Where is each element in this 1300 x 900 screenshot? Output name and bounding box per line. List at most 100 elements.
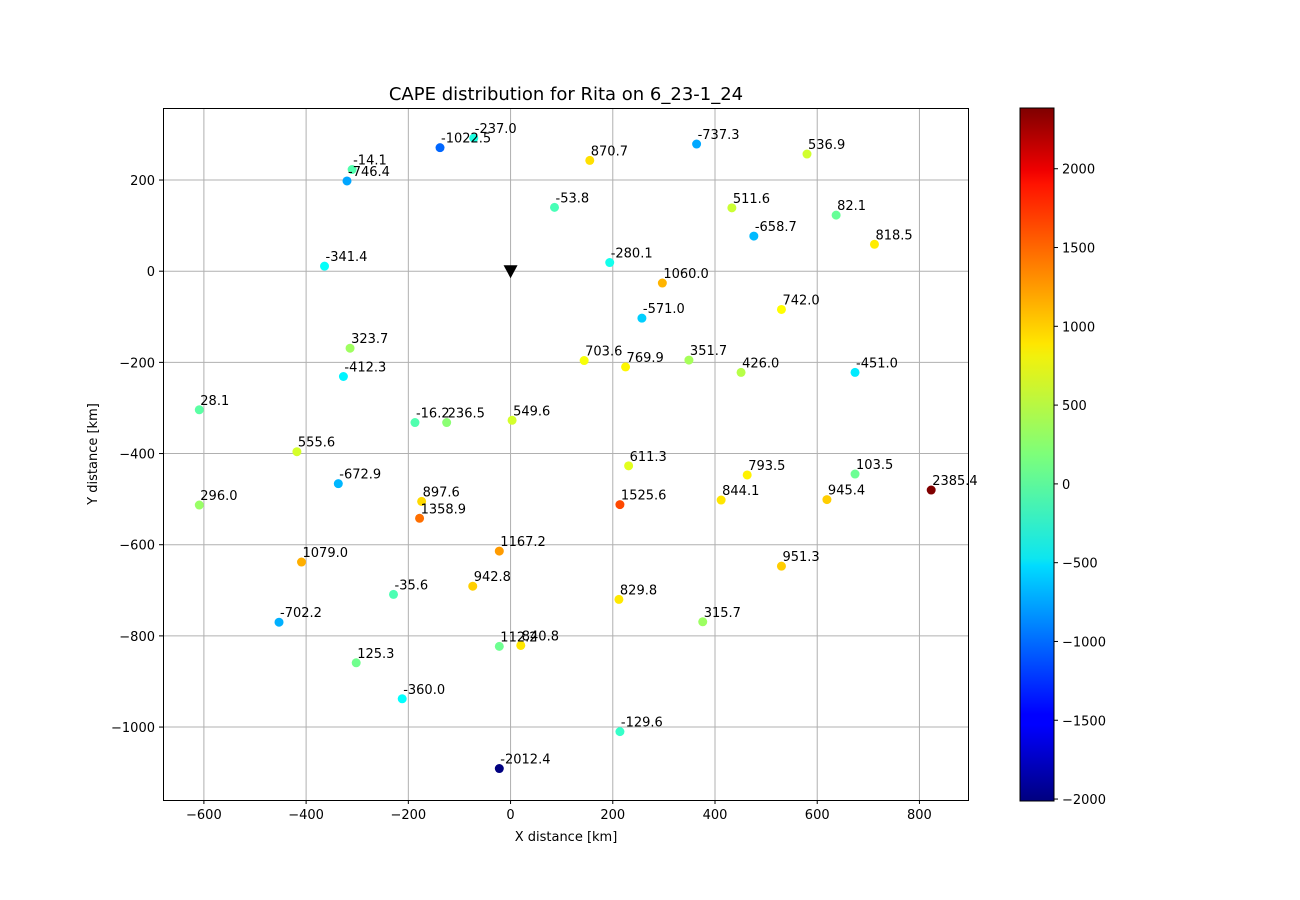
scatter-point [615,727,625,737]
colorbar-tick-label: 1500 [1062,242,1095,257]
colorbar-ticks: −2000 −1500 −1000 −500 0 500 1000 1500 2000 [1054,163,1106,808]
colorbar: −2000 −1500 −1000 −500 0 500 1000 1500 2000 [1019,107,1106,808]
plot-frame [163,108,969,801]
point-value-label: 769.9 [627,351,664,366]
scatter-point [320,261,330,271]
point-value-label: 323.7 [351,332,388,347]
x-tick-label: 800 [907,808,932,823]
point-value-label: 351.7 [690,344,727,359]
scatter-point [469,133,479,143]
point-value-label: 1079.0 [303,546,349,561]
y-tick-label: −200 [119,356,155,371]
scatter-point [698,617,708,627]
point-value-label: -746.4 [348,165,390,180]
scatter-point [621,362,631,372]
point-value-label: 951.3 [782,550,819,565]
colorbar-gradient [1019,107,1055,802]
center-marker [503,265,518,279]
x-tick-label: 600 [805,808,830,823]
scatter-point [736,367,746,377]
scatter-point [550,202,560,212]
point-value-label: 296.0 [200,489,237,504]
y-tick-label: −400 [119,448,155,463]
y-tick-label: −800 [119,630,155,645]
scatter-point [507,415,517,425]
scatter-point [410,418,420,428]
scatter-point [727,203,737,213]
point-value-label: -53.8 [556,191,590,206]
point-value-label: 945.4 [828,484,865,499]
y-tick-label: −600 [119,539,155,554]
x-tick-label: 400 [703,808,728,823]
point-value-label: -16.2 [416,407,450,422]
scatter-point [850,469,860,479]
point-value-label: 549.6 [513,404,550,419]
scatter-point [417,496,427,506]
point-value-label: 897.6 [423,485,460,500]
point-value-label: -672.9 [339,468,381,483]
x-axis-label: X distance [km] [515,830,618,845]
point-value-label: 236.5 [448,407,485,422]
point-value-label: -14.1 [353,154,387,169]
colorbar-tick-label: 500 [1062,399,1087,414]
scatter-point [494,764,504,774]
point-value-label: 82.1 [837,199,866,214]
point-value-label: 315.7 [704,606,741,621]
point-value-label: 426.0 [742,356,779,371]
x-tick-label: −400 [288,808,324,823]
point-value-label: 844.1 [722,484,759,499]
point-value-label: 870.7 [591,144,628,159]
scatter-point [579,356,589,366]
scatter-point [351,658,361,668]
point-value-label: -280.1 [611,247,653,262]
scatter-point [776,304,786,314]
scatter-point [516,640,526,650]
point-value-label: 1060.0 [663,267,709,282]
scatter-point [684,355,694,365]
scatter-point [585,155,595,165]
point-value-label: 1358.9 [421,502,467,517]
point-value-label: -737.3 [698,128,740,143]
scatter-point [338,372,348,382]
x-tick-label: 200 [600,808,625,823]
scatter-point [494,546,504,556]
point-value-label: -341.4 [326,250,368,265]
scatter-point [822,495,832,505]
point-value-label: 742.0 [782,293,819,308]
scatter-point [692,139,702,149]
scatter-point [194,405,204,415]
scatter-point [926,485,936,495]
scatter-point [850,367,860,377]
scatter-point [194,500,204,510]
point-value-label: 840.8 [522,629,559,644]
point-value-label: -2012.4 [500,753,550,768]
point-value-label: 703.6 [585,345,622,360]
point-value-label: 103.5 [856,458,893,473]
points-layer [194,133,936,774]
point-value-label: 555.6 [298,436,335,451]
scatter-point [615,500,625,510]
colorbar-tick-label: 0 [1062,478,1070,493]
point-value-label: 818.5 [875,228,912,243]
point-value-label: 1167.2 [500,535,546,550]
y-tick-label: 200 [130,174,155,189]
scatter-point [776,561,786,571]
x-axis-ticks: −600 −400 −200 0 200 400 600 800 [186,800,932,823]
scatter-point [716,495,726,505]
scatter-point [333,479,343,489]
point-labels-layer: -1022.5-237.0 -14.1-746.4 870.7 -737.3 536.9… [200,122,977,767]
point-value-label: -571.0 [643,302,685,317]
scatter-point [802,149,812,159]
scatter-point [297,557,307,567]
point-value-label: -451.0 [856,356,898,371]
scatter-point [605,258,615,268]
point-value-label: 829.8 [620,583,657,598]
point-value-label: 611.3 [630,450,667,465]
scatter-point [389,589,399,599]
point-value-label: -702.2 [280,606,322,621]
colorbar-tick-label: −2000 [1062,793,1106,808]
scatter-point [435,143,445,153]
x-tick-label: −600 [186,808,222,823]
chart-title: CAPE distribution for Rita on 6_23-1_24 [389,84,743,105]
scatter-point [742,470,752,480]
